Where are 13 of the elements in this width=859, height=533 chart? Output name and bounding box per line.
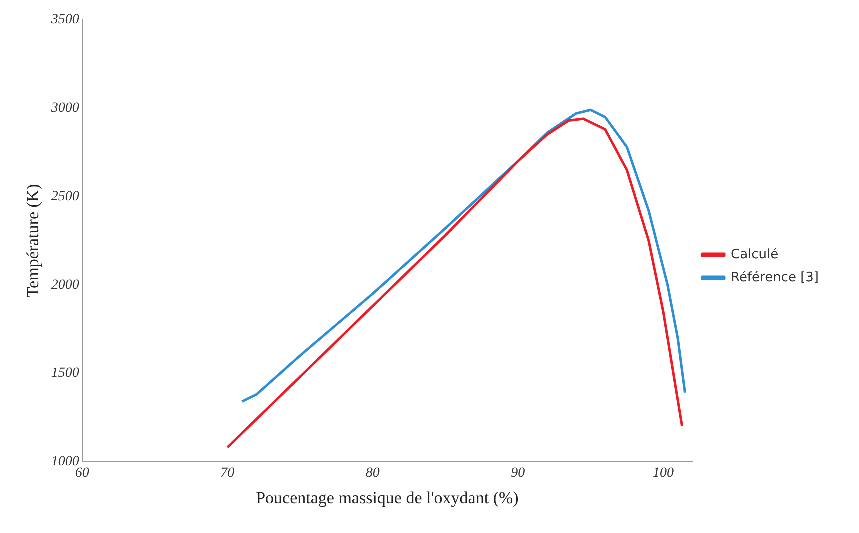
y-tick-label: 2000 xyxy=(51,278,80,293)
legend-label: Référence [3] xyxy=(730,270,820,286)
y-tick-label: 3000 xyxy=(50,101,80,116)
y-axis-title: Température (K) xyxy=(24,184,43,298)
x-tick-label: 100 xyxy=(652,466,674,481)
x-tick-label: 90 xyxy=(511,466,526,481)
legend-label: Calculé xyxy=(730,247,779,262)
y-tick-label: 2500 xyxy=(51,189,80,204)
x-tick-label: 80 xyxy=(366,466,380,481)
x-axis-title: Poucentage massique de l'oxydant (%) xyxy=(256,488,519,508)
y-tick-label: 1500 xyxy=(51,366,80,382)
y-tick-label: 3500 xyxy=(50,12,80,28)
x-tick-label: 70 xyxy=(220,466,235,481)
